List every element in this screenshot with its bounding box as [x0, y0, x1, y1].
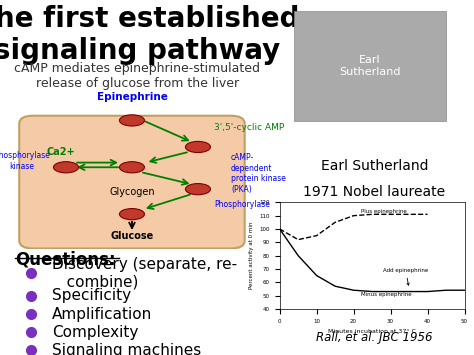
- Text: Amplification: Amplification: [52, 307, 152, 322]
- Text: Complexity: Complexity: [52, 325, 138, 340]
- Text: 1971 Nobel laureate: 1971 Nobel laureate: [303, 185, 446, 199]
- Text: 3',5'-cyclic AMP: 3',5'-cyclic AMP: [214, 123, 285, 132]
- Text: Minus epinephrine: Minus epinephrine: [361, 291, 411, 296]
- Text: Epinephrine: Epinephrine: [97, 92, 167, 102]
- Text: Glycogen: Glycogen: [109, 187, 155, 197]
- Ellipse shape: [119, 208, 145, 220]
- Ellipse shape: [185, 184, 210, 195]
- Text: Plus epinephrine: Plus epinephrine: [361, 209, 407, 214]
- Text: Phosphorylase
kinase: Phosphorylase kinase: [0, 151, 50, 171]
- Text: cAMP mediates epinephrine-stimulated
release of glucose from the liver: cAMP mediates epinephrine-stimulated rel…: [15, 62, 260, 89]
- FancyBboxPatch shape: [19, 116, 245, 248]
- Text: Specificity: Specificity: [52, 288, 131, 304]
- FancyBboxPatch shape: [294, 11, 446, 121]
- Text: Signaling machines: Signaling machines: [52, 343, 201, 355]
- Text: Earl
Sutherland: Earl Sutherland: [339, 55, 401, 77]
- Text: Questions:: Questions:: [15, 251, 116, 268]
- Text: Glucose: Glucose: [110, 231, 154, 241]
- Ellipse shape: [119, 115, 145, 126]
- Text: Ca2+: Ca2+: [46, 147, 75, 157]
- Text: Phosphorylase: Phosphorylase: [214, 200, 270, 209]
- Text: cAMP-
dependent
protein kinase
(PKA): cAMP- dependent protein kinase (PKA): [231, 153, 286, 193]
- Text: Earl Sutherland: Earl Sutherland: [321, 159, 428, 173]
- Text: The first established
signaling pathway: The first established signaling pathway: [0, 5, 299, 65]
- Ellipse shape: [54, 162, 79, 173]
- Text: Rall, et al. JBC 1956: Rall, et al. JBC 1956: [316, 331, 433, 344]
- Ellipse shape: [119, 162, 145, 173]
- Ellipse shape: [185, 141, 210, 153]
- Text: Discovery (separate, re-
   combine): Discovery (separate, re- combine): [52, 257, 237, 289]
- X-axis label: Minutes incubation at 37° C: Minutes incubation at 37° C: [328, 329, 416, 334]
- Text: Add epinephrine: Add epinephrine: [383, 268, 428, 285]
- Y-axis label: Percent activity at 0 min: Percent activity at 0 min: [249, 222, 254, 289]
